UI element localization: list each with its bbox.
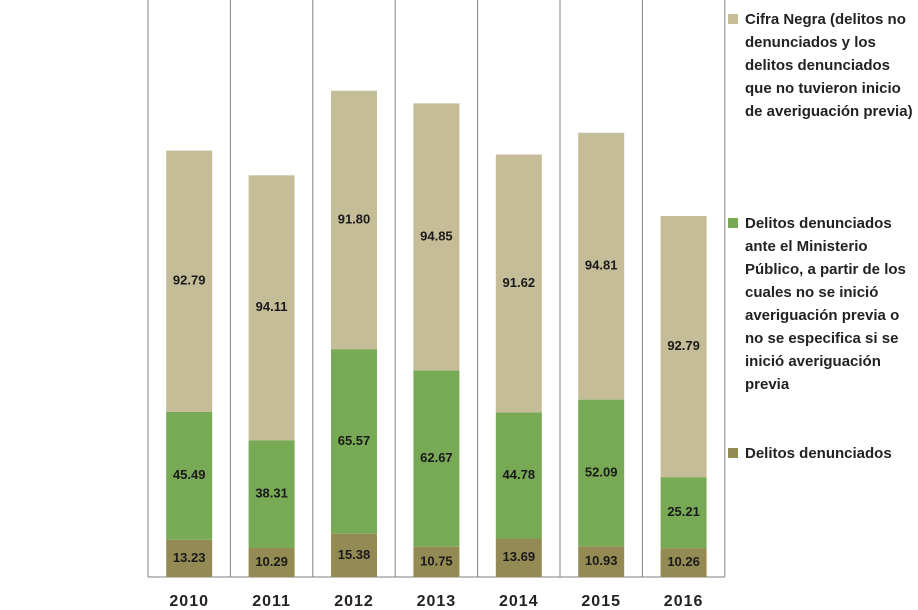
value-label: 38.31 <box>255 486 288 501</box>
legend-label: Cifra Negra (delitos no denunciados y lo… <box>745 11 913 120</box>
value-label: 10.93 <box>585 553 618 568</box>
bar-segment <box>248 548 295 577</box>
legend-swatch <box>728 448 738 458</box>
value-label: 62.67 <box>420 450 453 465</box>
x-tick-label: 2013 <box>417 593 457 610</box>
bar-segment <box>248 175 295 441</box>
x-tick-label: 2010 <box>169 593 209 610</box>
x-tick-label: 2016 <box>664 593 704 610</box>
value-label: 15.38 <box>338 547 371 562</box>
legend-item: Cifra Negra (delitos no denunciados y lo… <box>728 8 916 123</box>
value-label: 45.49 <box>173 467 206 482</box>
legend-swatch <box>728 14 738 24</box>
value-label: 94.85 <box>420 228 453 243</box>
bar-segment <box>331 349 377 534</box>
bar-segment <box>660 548 707 577</box>
value-label: 44.78 <box>503 467 536 482</box>
x-tick-label: 2015 <box>581 593 621 610</box>
bar-segment <box>495 412 542 539</box>
value-label: 94.11 <box>256 299 288 314</box>
value-label: 92.79 <box>667 338 700 353</box>
value-label: 94.81 <box>585 258 618 273</box>
value-label: 25.21 <box>667 504 700 519</box>
value-label: 65.57 <box>338 433 371 448</box>
value-label: 13.69 <box>503 549 536 564</box>
x-tick-label: 2011 <box>252 593 291 610</box>
legend-item: Delitos denunciados <box>728 442 916 465</box>
value-label: 10.29 <box>255 554 288 569</box>
bar-segment <box>248 440 295 549</box>
x-tick-label: 2012 <box>334 593 374 610</box>
bar-segment <box>331 533 377 577</box>
bar-segment <box>660 477 707 549</box>
bar-segment <box>413 103 460 371</box>
value-label: 91.80 <box>338 211 371 226</box>
bar-segment <box>166 539 213 577</box>
bar-segment <box>578 132 625 400</box>
x-tick-label: 2014 <box>499 593 539 610</box>
legend-label: Delitos denunciados ante el Ministerio P… <box>745 215 906 393</box>
bar-segment <box>413 546 460 577</box>
legend-item: Delitos denunciados ante el Ministerio P… <box>728 212 916 396</box>
value-label: 91.62 <box>503 275 536 290</box>
bar-segment <box>166 150 213 412</box>
value-label: 52.09 <box>585 464 618 479</box>
legend-label: Delitos denunciados <box>745 445 892 462</box>
bar-segment <box>495 154 542 413</box>
value-label: 10.26 <box>667 554 700 569</box>
value-label: 92.79 <box>173 273 206 288</box>
value-label: 13.23 <box>173 550 206 565</box>
bar-segment <box>413 370 460 547</box>
bar-segment <box>495 538 542 577</box>
value-label: 10.75 <box>420 553 453 568</box>
legend-swatch <box>728 218 738 228</box>
bar-segment <box>578 399 625 547</box>
bar-segment <box>578 546 625 577</box>
bar-segment <box>660 215 707 478</box>
bar-segment <box>331 90 377 350</box>
bar-segment <box>166 411 213 540</box>
